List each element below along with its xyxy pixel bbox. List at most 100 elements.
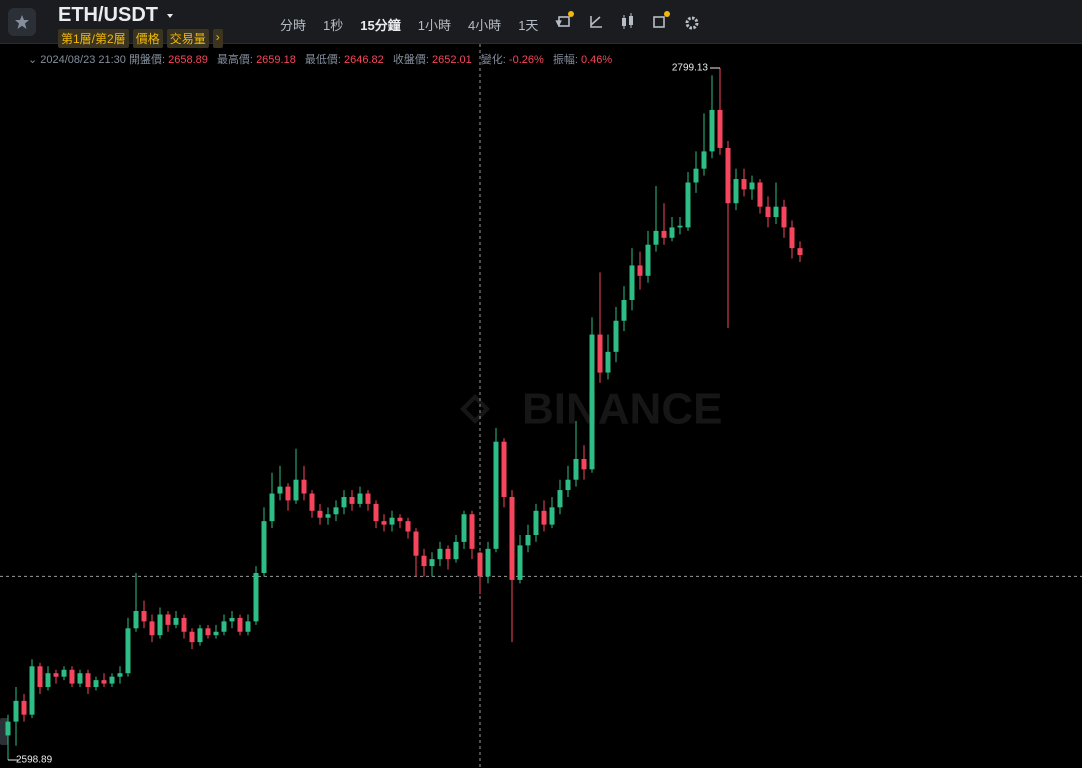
candle-body — [157, 614, 163, 636]
candle-body — [213, 631, 219, 636]
layout-icon[interactable] — [653, 11, 670, 28]
candle-body — [485, 548, 491, 577]
candle-body — [709, 109, 715, 152]
candle-body — [501, 441, 507, 497]
candle-body — [781, 206, 787, 228]
candle-body — [93, 680, 99, 688]
interval-tabs: 分時 1秒 15分鐘 1小時 4小時 1天 ▾ — [280, 15, 579, 34]
candle-body — [365, 493, 371, 504]
depth-tab[interactable]: 第1層/第2層 — [58, 29, 129, 48]
candle-body — [477, 552, 483, 577]
candle-body — [85, 673, 91, 688]
candle-body — [317, 510, 323, 518]
candle-body — [565, 479, 571, 491]
open-value: 2658.89 — [168, 54, 208, 66]
change-value: -0.26% — [508, 54, 544, 66]
candle-body — [405, 521, 411, 532]
candle-body — [693, 168, 699, 183]
candle-body — [725, 147, 731, 204]
interval-tab[interactable]: 4小時 — [467, 18, 502, 33]
candle-body — [165, 614, 171, 625]
top-bar: ETH/USDT 第1層/第2層 價格 交易量 › 分時 1秒 15分鐘 1小時 4小時… — [0, 0, 1082, 48]
collapse-caret[interactable]: ⌄ — [28, 54, 41, 66]
symbol: ETH/USDT — [58, 4, 158, 26]
candle-body — [549, 507, 555, 525]
candle-body — [645, 244, 651, 276]
candle-body — [461, 514, 467, 542]
low-label: 最低價: — [304, 54, 341, 66]
candle-body — [605, 351, 611, 373]
settings-icon[interactable] — [685, 16, 699, 30]
candle-body — [445, 548, 451, 560]
toolbar-icons — [558, 11, 699, 30]
candle-body — [437, 548, 443, 560]
interval-tab[interactable]: 1秒 — [323, 18, 344, 33]
candle-body — [197, 628, 203, 643]
indicator-icon[interactable] — [558, 11, 574, 27]
candle-body — [629, 265, 635, 300]
interval-tab[interactable]: 分時 — [280, 18, 307, 33]
candle-body — [749, 182, 755, 190]
interval-tab[interactable]: 1天 — [518, 18, 539, 33]
candle-body — [421, 555, 427, 567]
price-tab[interactable]: 價格 — [132, 29, 163, 48]
time: 2024/08/23 21:30 — [40, 54, 126, 66]
candle-body — [349, 496, 355, 504]
candle-body — [261, 521, 267, 574]
candle-body — [789, 227, 795, 249]
candle-body — [685, 182, 691, 228]
watermark: BINANCE — [460, 385, 722, 434]
candle-body — [205, 628, 211, 636]
candle-body — [245, 621, 251, 632]
candle-body — [173, 617, 179, 625]
more-arrow[interactable]: › — [212, 29, 223, 48]
candle-body — [613, 320, 619, 352]
candle-body — [301, 479, 307, 494]
candle-body — [509, 496, 515, 580]
volume-tab[interactable]: 交易量 — [166, 29, 209, 48]
candle-body — [453, 541, 459, 560]
watermark-text: BINANCE — [522, 385, 722, 434]
interval-tab[interactable]: 15分鐘 — [360, 18, 401, 33]
candle-body — [429, 559, 435, 567]
candle-body — [133, 611, 139, 629]
caret — [166, 14, 173, 18]
candle-body — [181, 617, 187, 632]
high-value: 2659.18 — [256, 54, 296, 66]
symbol-selector[interactable]: ETH/USDT — [58, 4, 176, 27]
sub-tabs: 第1層/第2層 價格 交易量 › — [58, 29, 223, 48]
candle-body — [341, 496, 347, 508]
candle-body — [661, 230, 667, 238]
candle-body — [101, 680, 107, 684]
candle-icon[interactable] — [622, 13, 633, 29]
candle-body — [109, 676, 115, 684]
candle-body — [253, 573, 259, 622]
drawing-icon[interactable] — [590, 16, 602, 28]
candle-body — [757, 182, 763, 207]
candle-body — [221, 621, 227, 632]
candle-body — [5, 721, 11, 736]
candle-body — [69, 669, 75, 684]
max-label: 2799.13 — [672, 63, 709, 74]
min-label: 2598.89 — [16, 755, 53, 766]
candle-body — [333, 507, 339, 515]
candle-body — [117, 673, 123, 677]
candle-body — [373, 503, 379, 522]
candle-body — [13, 700, 19, 722]
ohlc-info: ⌄ 2024/08/23 21:30 開盤價: 2658.89 最高價: 265… — [28, 51, 618, 67]
candle-body — [413, 531, 419, 556]
candle-body — [357, 493, 363, 504]
candle-body — [325, 514, 331, 518]
interval-tab[interactable]: 1小時 — [417, 18, 451, 33]
candle-body — [37, 666, 43, 688]
candle-body — [45, 673, 51, 688]
candle-body — [741, 179, 747, 190]
candle-body — [285, 486, 291, 501]
low-value: 2646.82 — [344, 54, 384, 66]
candle-body — [189, 631, 195, 643]
candle-body — [53, 673, 59, 677]
amplitude-value: 0.46% — [580, 54, 613, 66]
favorite-button[interactable] — [8, 8, 36, 36]
close-value: 2652.01 — [431, 54, 472, 66]
